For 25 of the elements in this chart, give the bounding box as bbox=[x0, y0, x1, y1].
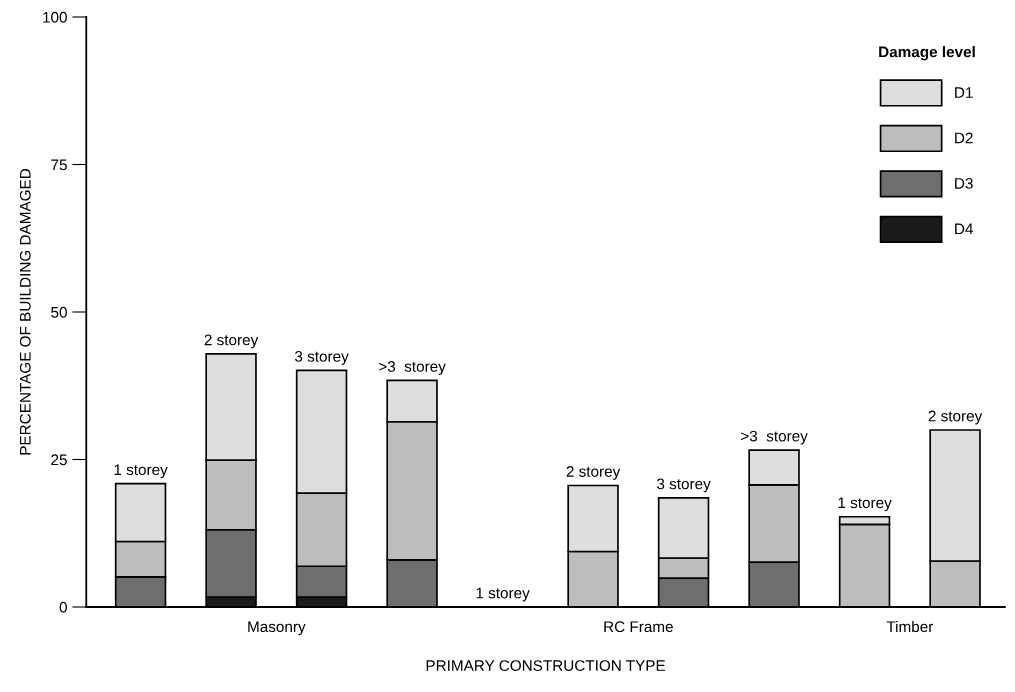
y-tick-label: 25 bbox=[51, 454, 67, 466]
annotation: 2 storey bbox=[566, 466, 621, 480]
annotation: 3 storey bbox=[294, 351, 349, 365]
legend-label: D4 bbox=[955, 223, 973, 235]
y-tick-label: 75 bbox=[51, 159, 67, 171]
annotation: >3 storey bbox=[379, 361, 446, 375]
legend-title: Damage level bbox=[879, 46, 975, 61]
text: RC Frame bbox=[604, 621, 673, 633]
annotation: 3 storey bbox=[656, 478, 711, 493]
y-tick-label: 100 bbox=[43, 11, 67, 23]
y-axis-title: PERCENTAGE OF BUILDING DAMAGED bbox=[19, 168, 31, 455]
annotation: >3 storey bbox=[741, 430, 808, 445]
annotation: 1 storey bbox=[114, 464, 168, 479]
text: Timber bbox=[886, 620, 934, 633]
annotation: 1 storey bbox=[838, 497, 892, 512]
y-tick-label: 0 bbox=[59, 601, 67, 613]
y-tick-label: 50 bbox=[51, 306, 67, 318]
annotation: 1 storey bbox=[476, 587, 530, 602]
legend-label: D3 bbox=[955, 178, 973, 189]
legend-label: D1 bbox=[955, 87, 973, 98]
x-axis-title: PRIMARY CONSTRUCTION TYPE bbox=[426, 660, 666, 671]
annotation: 2 storey bbox=[204, 334, 259, 349]
annotation: 2 storey bbox=[928, 410, 983, 425]
legend-label: D2 bbox=[955, 132, 973, 144]
text: Masonry bbox=[248, 621, 306, 636]
